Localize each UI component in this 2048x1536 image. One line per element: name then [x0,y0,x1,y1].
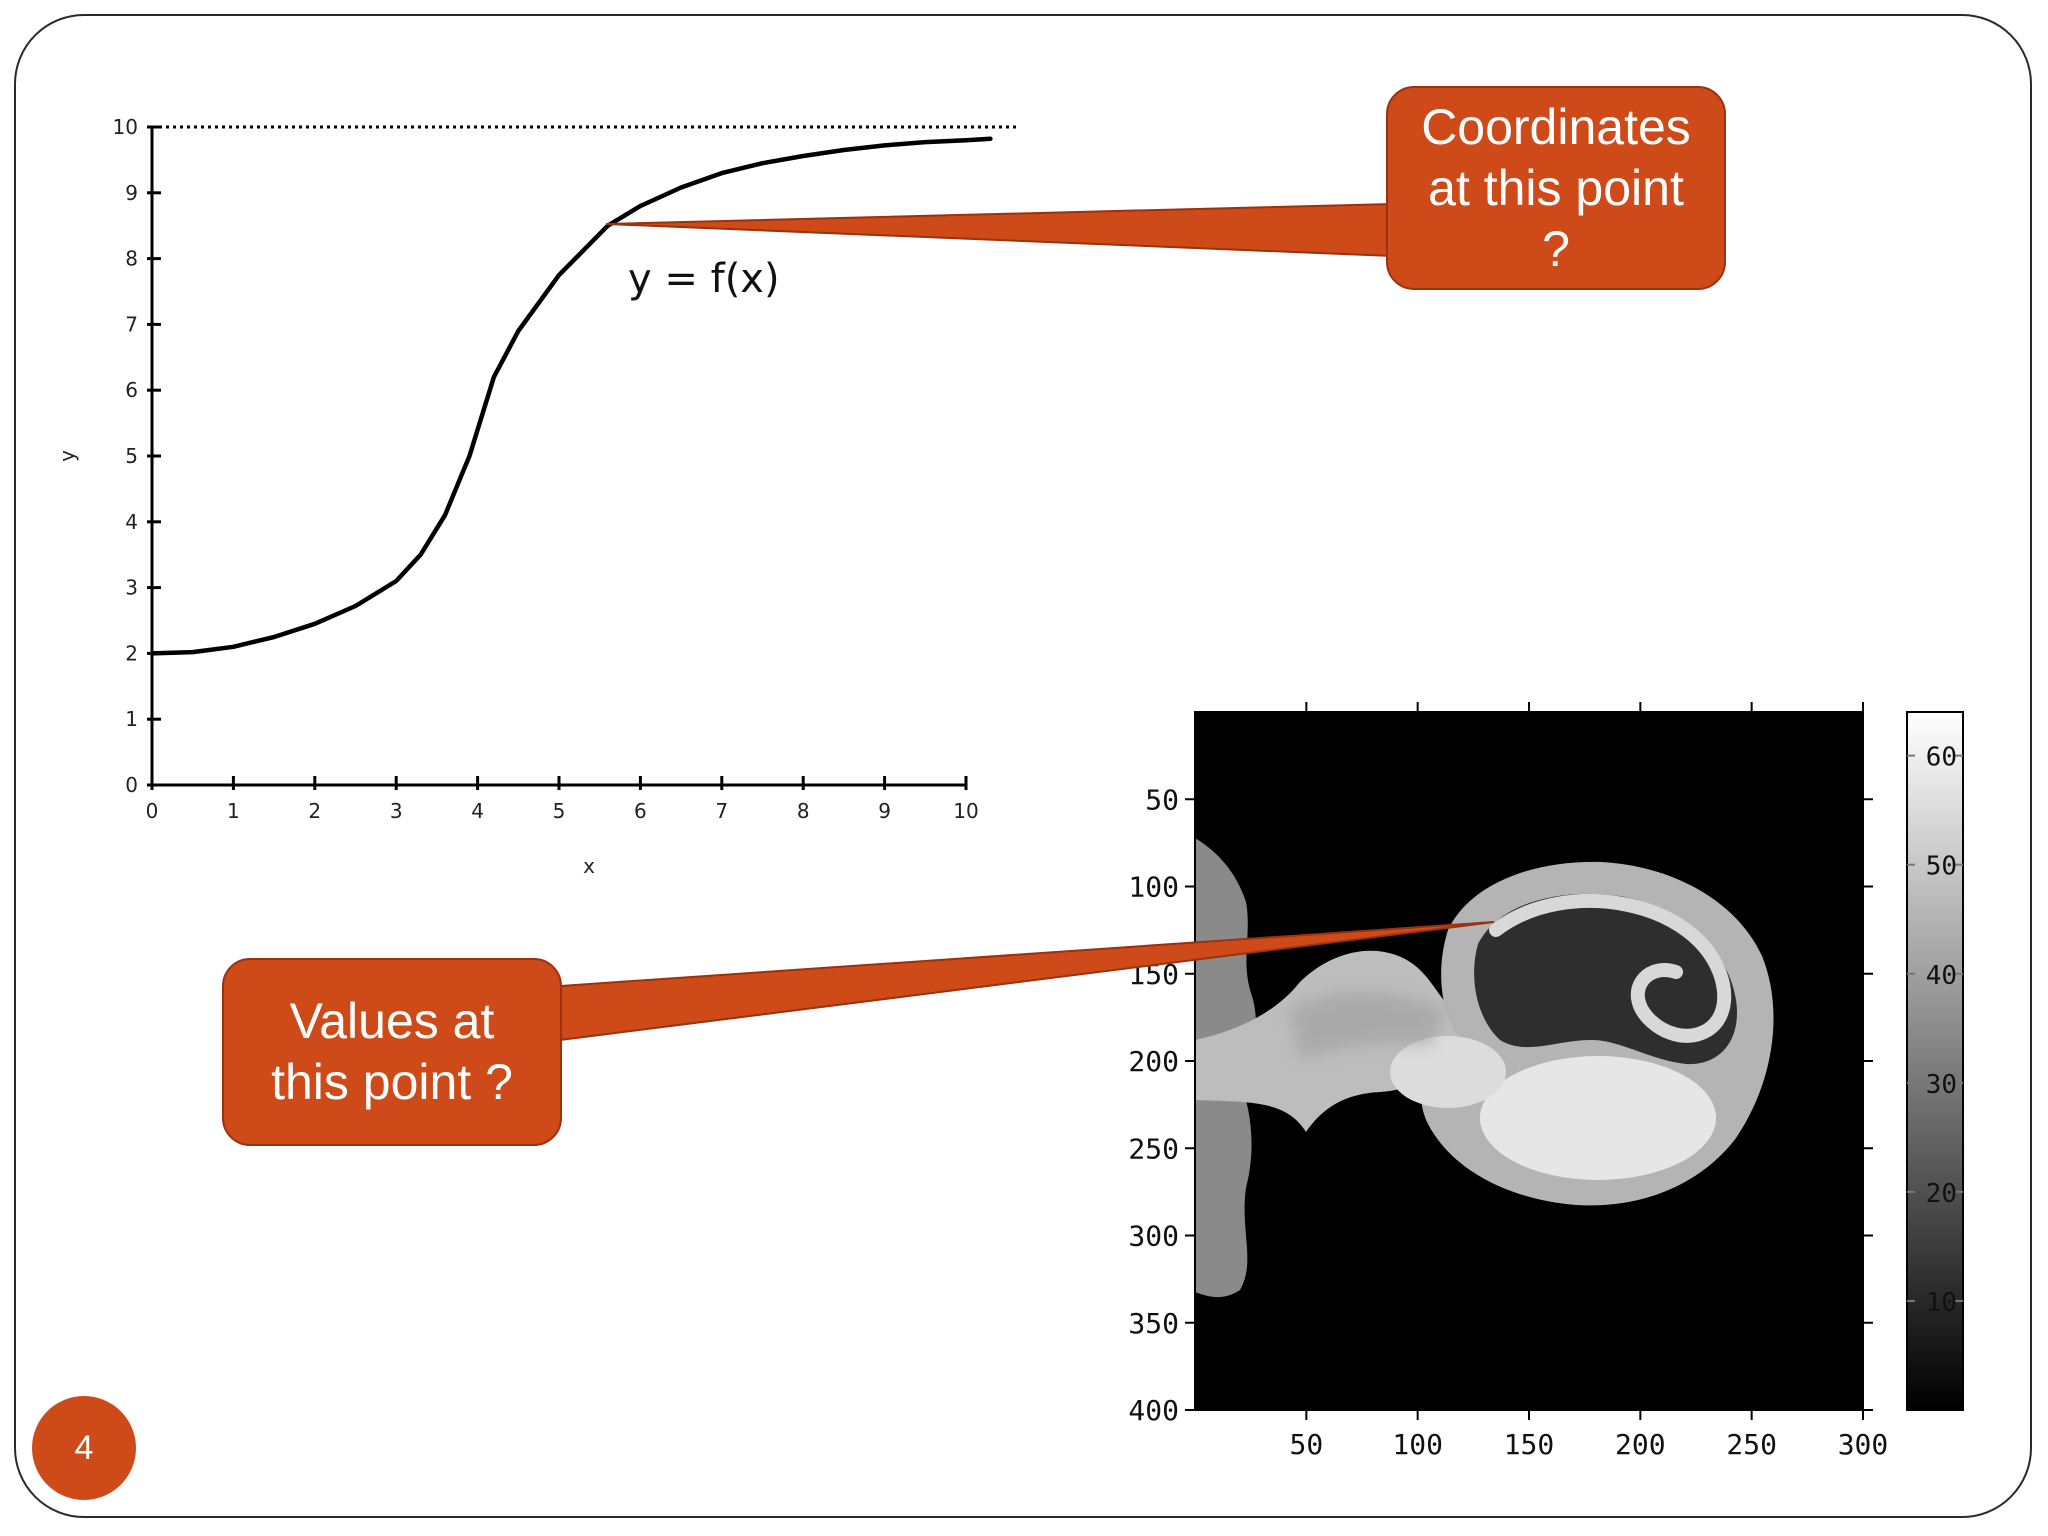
callout-values-line-2: this point ? [271,1054,513,1110]
colorbar-tick-label: 40 [1926,961,1957,991]
values-callout-pointer [559,921,1495,1042]
heatmap-y-tick-label: 400 [1128,1394,1179,1427]
x-tick-label: 2 [308,799,321,823]
y-tick-label: 7 [125,312,138,336]
callout-coordinates-line-3: ? [1542,220,1570,277]
heatmap-y-tick-label: 300 [1128,1220,1179,1253]
x-tick-label: 3 [390,799,403,823]
callout-values: Values at this point ? [222,958,562,1146]
y-tick-label: 4 [125,510,138,534]
x-tick-label: 1 [227,799,240,823]
line-chart-axes: 0 1 2 3 4 5 6 7 8 9 10 0 1 2 3 4 5 6 7 8 9 10 x y [55,115,1016,878]
coordinates-callout-pointer [605,202,1393,258]
colorbar-tick-label: 30 [1926,1070,1957,1100]
heatmap-x-tick-label: 150 [1504,1428,1555,1461]
y-tick-label: 3 [125,576,138,600]
series-label: y = f(x) [628,256,780,302]
x-tick-label: 6 [634,799,647,823]
heatmap-y-tick-label: 50 [1145,783,1179,816]
x-tick-label: 10 [953,799,978,823]
x-tick-label: 4 [471,799,484,823]
y-tick-label: 9 [125,181,138,205]
y-tick-label: 10 [113,115,138,139]
y-axis-label: y [55,450,79,462]
colorbar-tick-label: 60 [1926,743,1957,773]
heatmap-y-tick-label: 250 [1128,1132,1179,1165]
heatmap-y-tick-label: 100 [1128,871,1179,904]
line-series-y-equals-f-x [149,136,993,656]
callout-coordinates-line-2: at this point [1428,159,1684,216]
colorbar-tick-label: 20 [1926,1179,1957,1209]
plume-swirl-dark [1474,893,1737,1065]
heatmap-x-tick-label: 100 [1392,1428,1443,1461]
heatmap-x-tick-label: 300 [1838,1428,1889,1461]
heatmap-y-tick-label: 350 [1128,1307,1179,1340]
x-tick-label: 8 [797,799,810,823]
heatmap-x-tick-label: 250 [1726,1428,1777,1461]
y-tick-label: 8 [125,247,138,271]
heatmap-plume [1195,838,1774,1298]
colorbar-tick-label: 10 [1926,1288,1957,1318]
y-tick-label: 2 [125,641,138,665]
callout-coordinates: Coordinates at this point ? [1386,86,1726,290]
callout-values-line-1: Values at [289,993,495,1049]
plume-spiral-arm [1489,894,1732,1043]
slide-frame [14,14,2032,1518]
colorbar-axes: 10 20 30 40 50 60 [1907,743,1963,1318]
plume-lobe-lower [1480,1056,1716,1180]
y-tick-label: 6 [125,378,138,402]
y-tick-label: 0 [125,773,138,797]
x-tick-label: 5 [553,799,566,823]
y-tick-label: 1 [125,707,138,731]
heatmap-y-tick-label: 200 [1128,1045,1179,1078]
plume-lobe-center [1390,1036,1506,1108]
colorbar [1906,711,1964,1411]
y-tick-label: 5 [125,444,138,468]
heatmap-x-tick-label: 200 [1615,1428,1666,1461]
x-tick-label: 0 [146,799,159,823]
x-tick-label: 7 [715,799,728,823]
callout-coordinates-line-1: Coordinates [1421,98,1691,155]
x-axis-label: x [583,854,595,878]
page-number-badge: 4 [32,1396,136,1500]
heatmap-x-tick-label: 50 [1289,1428,1323,1461]
plume-soft-overlay [1290,991,1446,1060]
colorbar-tick-label: 50 [1926,852,1957,882]
x-tick-label: 9 [878,799,891,823]
